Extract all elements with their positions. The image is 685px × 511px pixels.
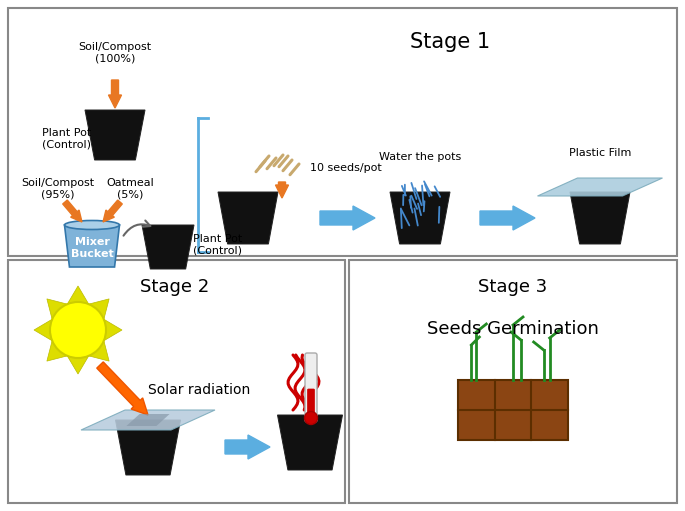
- Polygon shape: [218, 192, 278, 244]
- Polygon shape: [570, 192, 630, 244]
- FancyArrow shape: [225, 435, 270, 459]
- Polygon shape: [64, 225, 119, 267]
- Text: Oatmeal
(5%): Oatmeal (5%): [106, 178, 154, 200]
- Bar: [8, 8, 677, 256]
- Polygon shape: [67, 356, 89, 374]
- Text: Stage 2: Stage 2: [140, 278, 210, 296]
- Polygon shape: [81, 410, 215, 430]
- Text: Seeds Germination: Seeds Germination: [427, 320, 599, 338]
- Text: 10 seeds/pot: 10 seeds/pot: [310, 163, 382, 173]
- FancyArrow shape: [320, 206, 375, 230]
- Polygon shape: [34, 319, 52, 341]
- Polygon shape: [277, 415, 342, 470]
- Polygon shape: [142, 225, 194, 269]
- Text: Solar radiation: Solar radiation: [148, 383, 250, 397]
- Text: Soil/Compost
(95%): Soil/Compost (95%): [21, 178, 95, 200]
- Polygon shape: [67, 286, 89, 304]
- Text: Water the pots: Water the pots: [379, 152, 461, 162]
- Polygon shape: [47, 299, 67, 319]
- Bar: [349, 260, 677, 503]
- Polygon shape: [85, 110, 145, 160]
- FancyArrow shape: [480, 206, 535, 230]
- Text: Plastic Film: Plastic Film: [569, 148, 631, 158]
- Bar: [458, 380, 568, 440]
- FancyArrow shape: [108, 80, 121, 108]
- Polygon shape: [104, 319, 122, 341]
- Polygon shape: [89, 299, 109, 319]
- Ellipse shape: [64, 221, 119, 229]
- Polygon shape: [116, 420, 181, 475]
- Text: Stage 3: Stage 3: [478, 278, 547, 296]
- FancyArrow shape: [103, 200, 123, 222]
- FancyArrow shape: [275, 182, 288, 198]
- Text: Plant Pot
(Control): Plant Pot (Control): [193, 234, 242, 256]
- Polygon shape: [89, 341, 109, 361]
- Text: Mixer
Bucket: Mixer Bucket: [71, 237, 114, 259]
- Polygon shape: [47, 341, 67, 361]
- Circle shape: [50, 302, 106, 358]
- Polygon shape: [538, 178, 662, 196]
- FancyArrow shape: [63, 200, 82, 222]
- Text: Soil/Compost
(100%): Soil/Compost (100%): [79, 42, 151, 63]
- Text: Stage 1: Stage 1: [410, 32, 490, 52]
- Polygon shape: [390, 192, 450, 244]
- FancyBboxPatch shape: [308, 389, 314, 421]
- Circle shape: [305, 411, 318, 425]
- Text: Plant Pot
(Control): Plant Pot (Control): [42, 128, 92, 150]
- FancyBboxPatch shape: [305, 353, 317, 422]
- Bar: [8, 260, 345, 503]
- FancyArrow shape: [97, 362, 148, 415]
- Polygon shape: [127, 414, 170, 426]
